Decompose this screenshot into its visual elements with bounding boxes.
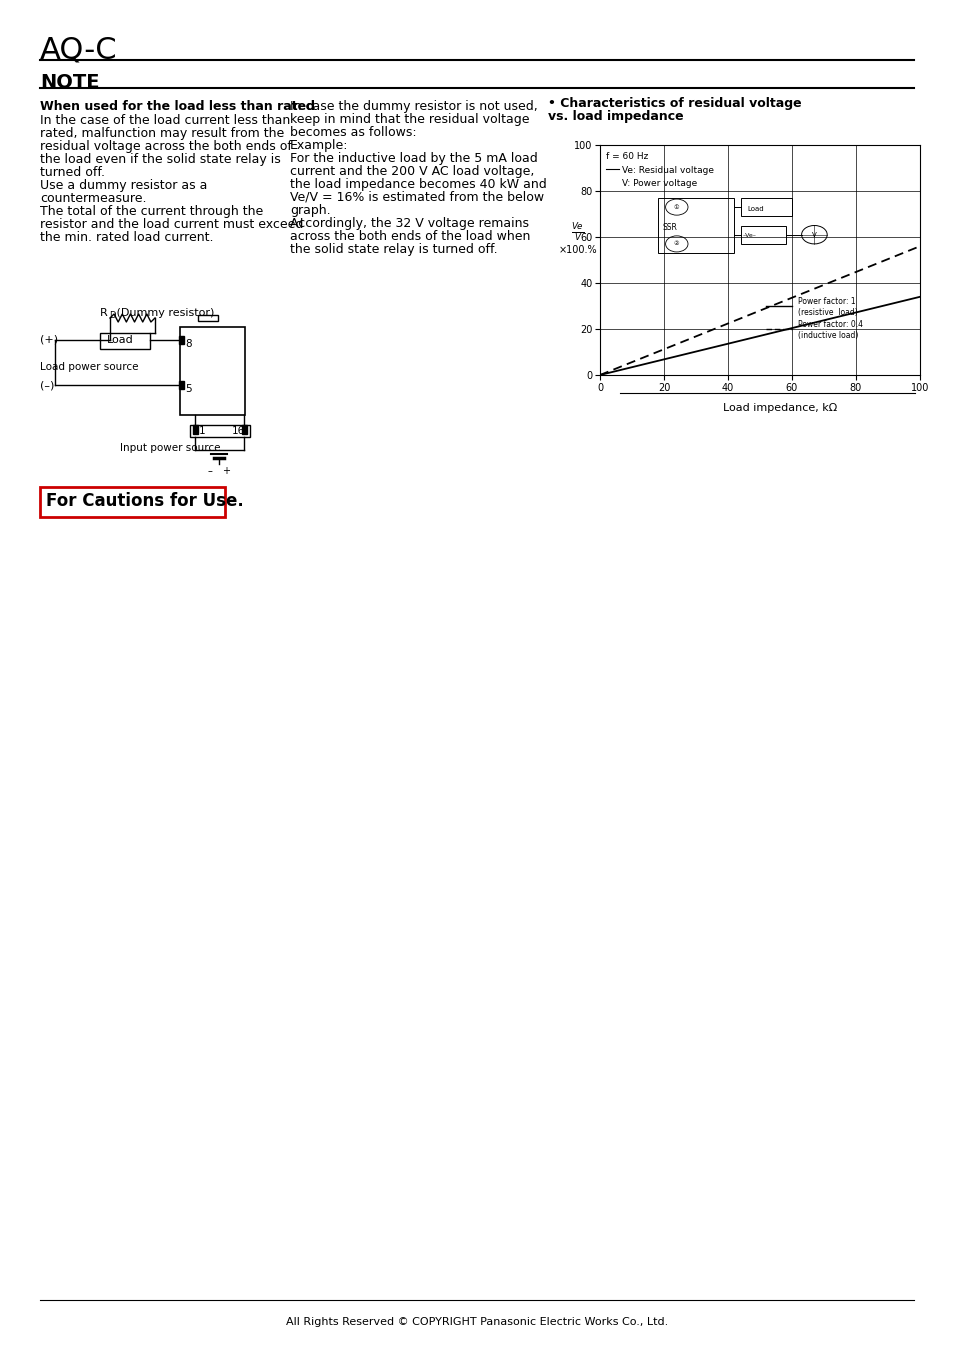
Circle shape	[665, 236, 687, 251]
Text: 1: 1	[199, 426, 206, 436]
Text: across the both ends of the load when: across the both ends of the load when	[290, 230, 530, 243]
Text: rated, malfunction may result from the: rated, malfunction may result from the	[40, 127, 284, 141]
Text: In the case of the load current less than: In the case of the load current less tha…	[40, 113, 290, 127]
Text: 8: 8	[185, 339, 192, 349]
Bar	[198, 315, 218, 322]
Bar	[190, 426, 250, 436]
Text: (resistive  load): (resistive load)	[798, 308, 858, 317]
Text: resistor and the load current must exceed: resistor and the load current must excee…	[40, 218, 303, 231]
Bar	[193, 426, 198, 434]
Text: All Rights Reserved © COPYRIGHT Panasonic Electric Works Co., Ltd.: All Rights Reserved © COPYRIGHT Panasoni…	[286, 1317, 667, 1327]
Text: Example:: Example:	[290, 139, 348, 153]
Text: the solid state relay is turned off.: the solid state relay is turned off.	[290, 243, 497, 255]
Bar	[657, 197, 734, 253]
Text: AQ-C: AQ-C	[40, 35, 117, 63]
Text: becomes as follows:: becomes as follows:	[290, 126, 416, 139]
Text: graph.: graph.	[290, 204, 331, 218]
Text: the load impedance becomes 40 kW and: the load impedance becomes 40 kW and	[290, 178, 546, 190]
Text: current and the 200 V AC load voltage,: current and the 200 V AC load voltage,	[290, 165, 534, 178]
Text: Ve: Residual voltage: Ve: Residual voltage	[621, 166, 714, 174]
Text: +: +	[222, 466, 230, 476]
Text: keep in mind that the residual voltage: keep in mind that the residual voltage	[290, 113, 529, 126]
Text: Load power source: Load power source	[40, 362, 138, 372]
Circle shape	[801, 226, 826, 245]
Bar	[242, 426, 247, 434]
Text: Ve/V = 16% is estimated from the below: Ve/V = 16% is estimated from the below	[290, 190, 543, 204]
Bar	[180, 327, 245, 415]
Text: D: D	[109, 311, 115, 320]
Text: Load: Load	[746, 207, 763, 212]
Text: countermeasure.: countermeasure.	[40, 192, 147, 205]
Text: • Characteristics of residual voltage: • Characteristics of residual voltage	[547, 97, 801, 109]
Bar	[179, 336, 184, 345]
Text: (Dummy resistor): (Dummy resistor)	[112, 308, 214, 317]
Text: The total of the current through the: The total of the current through the	[40, 205, 263, 218]
Text: Power factor: 1: Power factor: 1	[798, 297, 855, 305]
Text: Load: Load	[107, 335, 133, 345]
Text: Use a dummy resistor as a: Use a dummy resistor as a	[40, 178, 207, 192]
Text: NOTE: NOTE	[40, 73, 99, 92]
Text: the min. rated load current.: the min. rated load current.	[40, 231, 213, 245]
Text: vs. load impedance: vs. load impedance	[547, 109, 683, 123]
Text: SSR: SSR	[661, 223, 677, 232]
Text: R: R	[100, 308, 108, 317]
Text: In case the dummy resistor is not used,: In case the dummy resistor is not used,	[290, 100, 537, 113]
Text: (–): (–)	[40, 380, 54, 390]
Text: For the inductive load by the 5 mA load: For the inductive load by the 5 mA load	[290, 153, 537, 165]
Text: For Cautions for Use.: For Cautions for Use.	[46, 492, 244, 509]
Circle shape	[665, 199, 687, 215]
Text: When used for the load less than rated: When used for the load less than rated	[40, 100, 314, 113]
Text: V: Power voltage: V: Power voltage	[621, 180, 697, 189]
Text: residual voltage across the both ends of: residual voltage across the both ends of	[40, 141, 292, 153]
Text: –: –	[208, 466, 213, 476]
Text: $\frac{Ve}{V}$: $\frac{Ve}{V}$	[571, 222, 584, 243]
Text: (inductive load): (inductive load)	[798, 331, 858, 340]
Bar	[740, 226, 784, 245]
Bar	[740, 197, 791, 216]
Text: 16: 16	[232, 426, 245, 436]
Text: f = 60 Hz: f = 60 Hz	[606, 151, 648, 161]
Bar	[179, 381, 184, 389]
Text: the load even if the solid state relay is: the load even if the solid state relay i…	[40, 153, 280, 166]
Bar	[40, 486, 225, 517]
Text: Power factor: 0.4: Power factor: 0.4	[798, 320, 862, 328]
Text: ①: ①	[673, 204, 679, 209]
Text: Input power source: Input power source	[120, 443, 220, 453]
Text: ×100.%: ×100.%	[558, 246, 597, 255]
Text: (+): (+)	[40, 335, 58, 345]
Text: 5: 5	[185, 384, 192, 394]
Text: ②: ②	[673, 242, 679, 246]
Text: –Ve–: –Ve–	[741, 234, 756, 238]
Bar	[100, 332, 150, 349]
Text: turned off.: turned off.	[40, 166, 105, 178]
Text: V: V	[811, 232, 816, 238]
Text: Accordingly, the 32 V voltage remains: Accordingly, the 32 V voltage remains	[290, 218, 529, 230]
Text: Load impedance, kΩ: Load impedance, kΩ	[722, 403, 836, 413]
